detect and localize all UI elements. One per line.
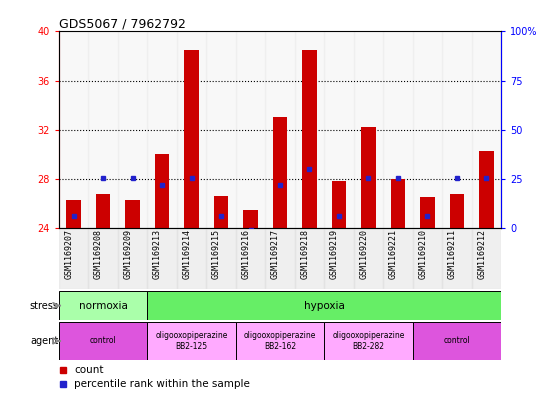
Bar — [324, 322, 413, 360]
Bar — [413, 228, 442, 289]
Text: GSM1169209: GSM1169209 — [124, 229, 133, 279]
Text: stress: stress — [30, 301, 59, 310]
Bar — [206, 31, 236, 228]
Bar — [59, 228, 88, 289]
Bar — [295, 31, 324, 228]
Bar — [354, 31, 383, 228]
Bar — [450, 193, 464, 228]
Bar — [147, 322, 236, 360]
Bar — [59, 31, 88, 228]
Bar — [390, 179, 405, 228]
Bar — [442, 228, 472, 289]
Bar — [413, 322, 501, 360]
Bar — [236, 228, 265, 289]
Text: GSM1169208: GSM1169208 — [94, 229, 103, 279]
Bar — [236, 322, 324, 360]
Bar — [177, 31, 206, 228]
Bar — [184, 50, 199, 228]
Text: GSM1169213: GSM1169213 — [153, 229, 162, 279]
Text: control: control — [444, 336, 470, 345]
Bar — [479, 151, 494, 228]
Bar — [324, 228, 354, 289]
Bar — [442, 31, 472, 228]
Bar — [125, 200, 140, 228]
Text: GDS5067 / 7962792: GDS5067 / 7962792 — [59, 17, 186, 30]
Bar — [273, 118, 287, 228]
Bar — [147, 31, 177, 228]
Text: GSM1169221: GSM1169221 — [389, 229, 398, 279]
Bar — [236, 31, 265, 228]
Text: GSM1169211: GSM1169211 — [448, 229, 457, 279]
Text: GSM1169215: GSM1169215 — [212, 229, 221, 279]
Bar — [177, 228, 206, 289]
Bar — [243, 209, 258, 228]
Bar — [147, 291, 501, 320]
Bar — [88, 228, 118, 289]
Bar — [265, 228, 295, 289]
Bar — [59, 322, 147, 360]
Bar — [155, 154, 169, 228]
Bar — [295, 228, 324, 289]
Bar — [66, 200, 81, 228]
Text: GSM1169218: GSM1169218 — [301, 229, 310, 279]
Bar — [206, 228, 236, 289]
Text: count: count — [74, 365, 104, 375]
Bar — [413, 31, 442, 228]
Text: percentile rank within the sample: percentile rank within the sample — [74, 378, 250, 389]
Text: GSM1169214: GSM1169214 — [183, 229, 192, 279]
Text: GSM1169212: GSM1169212 — [478, 229, 487, 279]
Text: GSM1169220: GSM1169220 — [360, 229, 368, 279]
Text: GSM1169210: GSM1169210 — [418, 229, 427, 279]
Bar — [302, 50, 317, 228]
Bar — [420, 197, 435, 228]
Bar — [265, 31, 295, 228]
Text: normoxia: normoxia — [78, 301, 128, 310]
Text: GSM1169207: GSM1169207 — [64, 229, 73, 279]
Bar — [383, 228, 413, 289]
Text: control: control — [90, 336, 116, 345]
Bar — [96, 193, 110, 228]
Text: GSM1169216: GSM1169216 — [241, 229, 250, 279]
Text: GSM1169219: GSM1169219 — [330, 229, 339, 279]
Bar — [88, 31, 118, 228]
Text: oligooxopiperazine
BB2-162: oligooxopiperazine BB2-162 — [244, 331, 316, 351]
Bar — [354, 228, 383, 289]
Bar — [383, 31, 413, 228]
Bar — [472, 228, 501, 289]
Bar — [472, 31, 501, 228]
Text: GSM1169217: GSM1169217 — [271, 229, 280, 279]
Text: oligooxopiperazine
BB2-125: oligooxopiperazine BB2-125 — [155, 331, 228, 351]
Text: hypoxia: hypoxia — [304, 301, 344, 310]
Bar — [324, 31, 354, 228]
Bar — [361, 127, 376, 228]
Bar — [118, 31, 147, 228]
Bar — [332, 181, 346, 228]
Bar — [213, 196, 228, 228]
Text: oligooxopiperazine
BB2-282: oligooxopiperazine BB2-282 — [332, 331, 405, 351]
Text: agent: agent — [31, 336, 59, 346]
Bar — [147, 228, 177, 289]
Bar — [59, 291, 147, 320]
Bar — [118, 228, 147, 289]
